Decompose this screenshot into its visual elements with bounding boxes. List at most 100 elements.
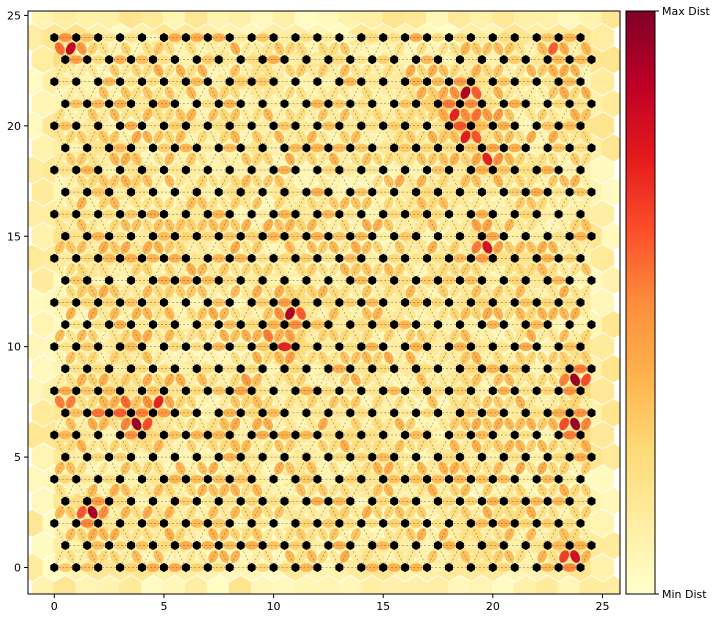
cell-background: [28, 156, 45, 184]
lattice-edge: [196, 103, 209, 126]
som-node: [412, 231, 421, 241]
lattice-edge: [459, 302, 472, 325]
distance-cell: [102, 165, 116, 175]
lattice-edge: [481, 523, 494, 546]
lattice-edge: [273, 280, 285, 303]
lattice-edge: [393, 236, 406, 259]
lattice-edge: [404, 103, 417, 126]
lattice-edge: [295, 214, 307, 237]
distance-cell: [332, 541, 346, 550]
som-node: [149, 540, 157, 550]
som-node: [499, 364, 508, 374]
som-node: [302, 408, 311, 418]
distance-cell: [245, 320, 259, 329]
som-node: [576, 32, 585, 43]
distance-cell: [168, 342, 182, 352]
lattice-edge: [185, 280, 198, 303]
lattice-edge: [295, 434, 307, 458]
lattice-edge: [207, 280, 220, 303]
distance-cell: [541, 33, 555, 42]
som-node: [83, 408, 92, 418]
som-node: [434, 55, 442, 65]
som-node: [181, 430, 190, 440]
distance-cell: [519, 298, 533, 307]
distance-cell: [80, 209, 94, 219]
som-node: [488, 253, 497, 263]
som-node: [247, 121, 256, 131]
som-node: [565, 496, 574, 506]
som-node: [423, 121, 431, 131]
som-node: [445, 297, 453, 308]
cell-background: [590, 23, 615, 52]
som-node: [181, 121, 190, 131]
lattice-edge: [273, 324, 285, 347]
distance-cell: [80, 298, 94, 307]
lattice-edge: [481, 456, 494, 480]
lattice-edge: [130, 545, 143, 568]
distance-cell: [102, 518, 116, 528]
distance-cell: [475, 474, 489, 484]
distance-cell: [135, 55, 149, 64]
lattice-edge: [196, 125, 209, 149]
distance-cell: [552, 320, 566, 329]
som-node: [499, 540, 508, 550]
distance-cell: [321, 430, 335, 440]
lattice-edge: [108, 236, 121, 259]
distance-cell: [91, 452, 105, 462]
distance-cell: [135, 541, 149, 550]
lattice-edge: [328, 390, 340, 414]
distance-cell: [409, 386, 423, 396]
som-node: [170, 143, 179, 153]
som-node: [116, 121, 125, 131]
lattice-edge: [130, 103, 143, 126]
som-node: [203, 386, 212, 396]
lattice-edge: [240, 191, 252, 215]
lattice-edge: [229, 280, 241, 303]
lattice-edge: [240, 236, 252, 259]
lattice-edge: [75, 434, 88, 458]
lattice-edge: [339, 346, 351, 369]
som-node: [170, 55, 179, 65]
lattice-edge: [317, 236, 329, 259]
som-node: [456, 364, 464, 374]
lattice-edge: [361, 346, 373, 369]
lattice-edge: [185, 302, 198, 325]
som-node: [181, 32, 190, 43]
distance-cell: [365, 563, 379, 572]
lattice-edge: [547, 59, 559, 82]
distance-cell: [277, 121, 292, 131]
lattice-edge: [284, 103, 296, 126]
distance-cell: [288, 187, 303, 197]
lattice-edge: [580, 346, 592, 369]
lattice-edge: [558, 501, 570, 524]
lattice-edge: [437, 59, 450, 82]
distance-cell: [365, 298, 379, 307]
lattice-edge: [251, 368, 263, 391]
lattice-edge: [382, 191, 395, 215]
som-node: [401, 77, 410, 87]
som-node: [94, 562, 103, 573]
lattice-edge: [317, 412, 329, 436]
som-node: [510, 32, 519, 43]
lattice-edge: [251, 125, 263, 149]
lattice-edge: [54, 147, 66, 171]
distance-cell: [387, 430, 401, 440]
lattice-edge: [97, 390, 110, 414]
distance-cell: [80, 474, 94, 484]
som-node: [357, 253, 366, 263]
som-node: [543, 540, 552, 550]
som-node: [50, 474, 59, 484]
lattice-edge: [525, 324, 537, 347]
lattice-edge: [119, 434, 132, 458]
lattice-edge: [86, 501, 99, 524]
lattice-edge: [119, 479, 132, 502]
lattice-edge: [361, 545, 373, 568]
distance-cell: [387, 209, 401, 219]
lattice-edge: [152, 258, 165, 281]
lattice-edge: [328, 545, 340, 568]
lattice-edge: [448, 59, 461, 82]
som-node: [379, 474, 388, 484]
distance-cell: [409, 77, 423, 87]
lattice-edge: [108, 523, 121, 546]
som-node: [565, 364, 574, 374]
